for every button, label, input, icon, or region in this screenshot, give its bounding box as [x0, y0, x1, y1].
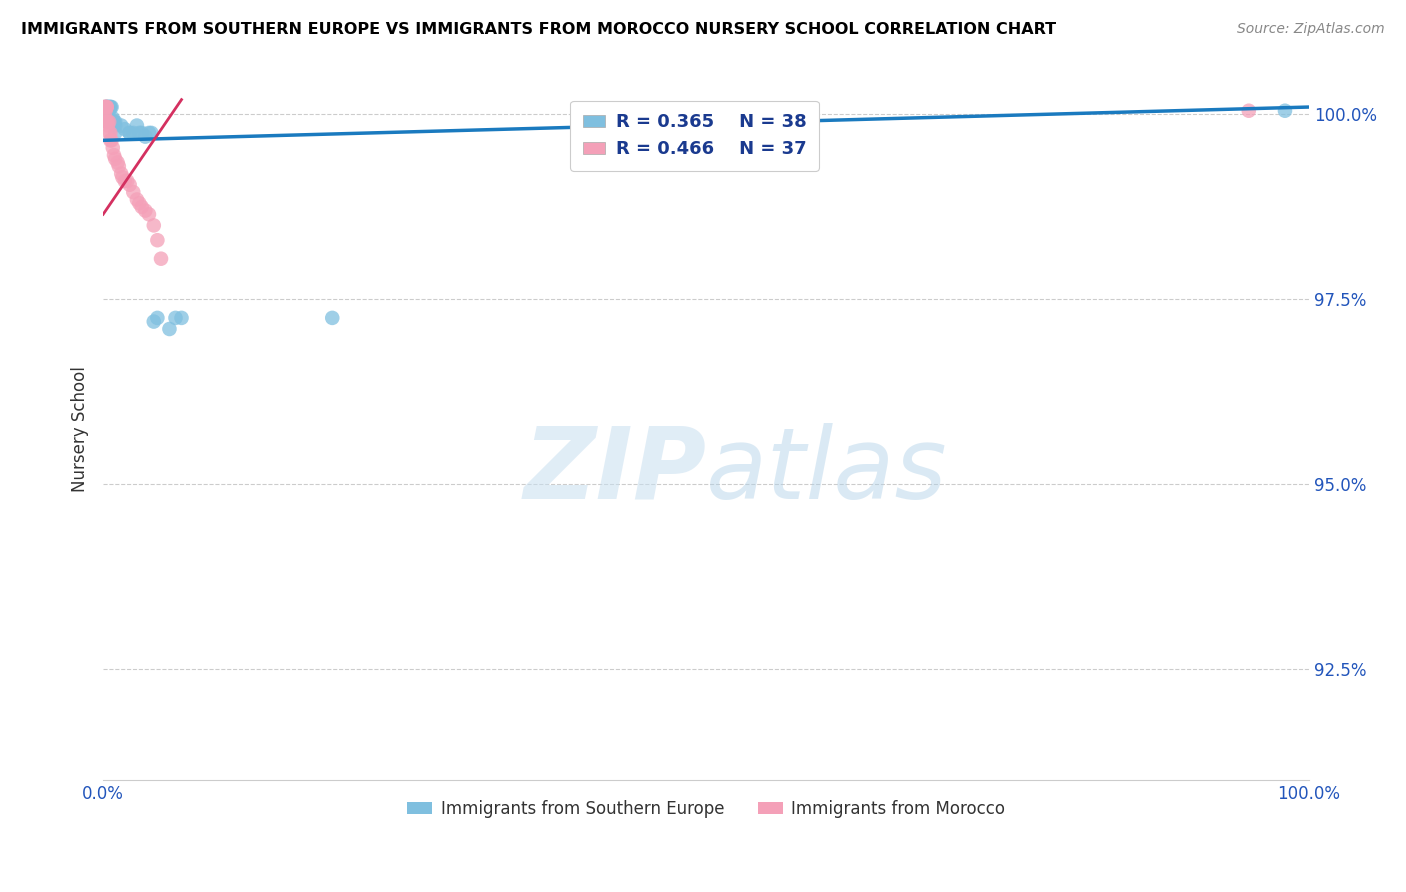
Point — [131, 200, 153, 214]
Legend: Immigrants from Southern Europe, Immigrants from Morocco: Immigrants from Southern Europe, Immigra… — [401, 793, 1011, 825]
Point — [103, 148, 125, 162]
Point — [107, 155, 129, 169]
Point — [101, 141, 124, 155]
Point — [114, 122, 136, 136]
Point — [96, 100, 118, 114]
Point — [100, 133, 122, 147]
Point — [146, 233, 169, 247]
Point — [125, 119, 148, 133]
Point — [98, 126, 121, 140]
Point — [94, 100, 117, 114]
Point — [117, 174, 139, 188]
Point — [104, 119, 127, 133]
Point — [122, 185, 145, 199]
Point — [96, 100, 118, 114]
Point — [104, 152, 127, 166]
Point — [98, 126, 121, 140]
Point — [170, 310, 193, 325]
Point — [118, 178, 141, 192]
Point — [98, 115, 121, 129]
Point — [96, 115, 118, 129]
Point — [103, 115, 125, 129]
Point — [97, 119, 120, 133]
Point — [96, 100, 118, 114]
Point — [165, 310, 187, 325]
Point — [104, 115, 127, 129]
Point — [94, 100, 117, 114]
Point — [98, 103, 121, 118]
Point — [96, 103, 118, 118]
Point — [125, 193, 148, 207]
Point — [141, 126, 163, 140]
Point — [97, 100, 120, 114]
Text: IMMIGRANTS FROM SOUTHERN EUROPE VS IMMIGRANTS FROM MOROCCO NURSERY SCHOOL CORREL: IMMIGRANTS FROM SOUTHERN EUROPE VS IMMIG… — [21, 22, 1056, 37]
Point — [96, 115, 118, 129]
Point — [98, 100, 121, 114]
Point — [94, 103, 117, 118]
Point — [93, 100, 115, 114]
Point — [100, 100, 122, 114]
Point — [110, 167, 132, 181]
Point — [122, 126, 145, 140]
Point — [1237, 103, 1260, 118]
Point — [97, 100, 120, 114]
Point — [111, 170, 134, 185]
Point — [101, 115, 124, 129]
Point — [114, 174, 136, 188]
Point — [98, 100, 121, 114]
Point — [134, 129, 156, 144]
Point — [98, 111, 121, 125]
Point — [93, 100, 115, 114]
Point — [150, 252, 173, 266]
Text: Source: ZipAtlas.com: Source: ZipAtlas.com — [1237, 22, 1385, 37]
Point — [159, 322, 181, 336]
Point — [131, 126, 153, 140]
Point — [110, 119, 132, 133]
Point — [104, 126, 127, 140]
Point — [101, 111, 124, 125]
Point — [128, 196, 150, 211]
Point — [1274, 103, 1296, 118]
Point — [98, 100, 121, 114]
Text: atlas: atlas — [706, 423, 948, 519]
Point — [138, 126, 160, 140]
Point — [94, 103, 117, 118]
Y-axis label: Nursery School: Nursery School — [72, 366, 89, 491]
Point — [142, 315, 165, 329]
Point — [98, 115, 121, 129]
Point — [96, 100, 118, 114]
Point — [138, 207, 160, 221]
Point — [98, 133, 121, 147]
Point — [118, 126, 141, 140]
Point — [97, 115, 120, 129]
Point — [321, 310, 343, 325]
Text: ZIP: ZIP — [523, 423, 706, 519]
Point — [128, 126, 150, 140]
Point — [146, 310, 169, 325]
Point — [94, 100, 117, 114]
Point — [134, 203, 156, 218]
Point — [94, 111, 117, 125]
Point — [142, 219, 165, 233]
Point — [107, 159, 129, 173]
Point — [118, 126, 141, 140]
